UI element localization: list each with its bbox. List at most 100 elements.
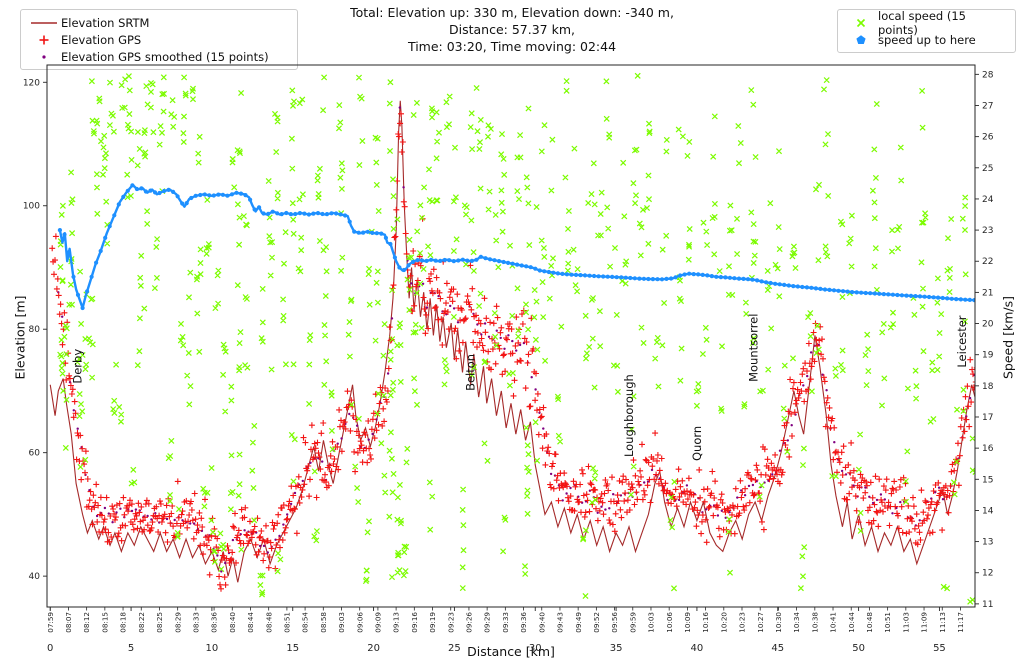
svg-text:08:33: 08:33 bbox=[191, 612, 200, 633]
svg-text:09:09: 09:09 bbox=[374, 612, 383, 633]
x-marker-icon bbox=[844, 17, 878, 29]
x-axis-label: Distance [km] bbox=[467, 644, 555, 659]
legend-label: local speed (15 points) bbox=[878, 8, 966, 37]
chart-title: Total: Elevation up: 330 m, Elevation do… bbox=[300, 4, 724, 55]
svg-text:09:36: 09:36 bbox=[519, 612, 528, 633]
svg-text:09:03: 09:03 bbox=[337, 612, 346, 633]
svg-text:18: 18 bbox=[982, 382, 994, 392]
svg-text:11:03: 11:03 bbox=[901, 612, 910, 633]
svg-text:15: 15 bbox=[286, 643, 299, 654]
svg-text:09:23: 09:23 bbox=[446, 612, 455, 633]
city-label-quorn: Quorn bbox=[690, 426, 704, 461]
svg-text:08:15: 08:15 bbox=[100, 612, 109, 633]
city-annotations: Derby Belton Loughborough Quorn Mountsorrel L… bbox=[71, 314, 969, 461]
svg-text:09:16: 09:16 bbox=[410, 612, 419, 633]
city-label-loughborough: Loughborough bbox=[622, 374, 636, 457]
svg-text:08:07: 08:07 bbox=[64, 612, 73, 633]
svg-text:13: 13 bbox=[982, 538, 993, 548]
title-line-2: Distance: 57.37 km, bbox=[449, 22, 575, 37]
svg-text:25: 25 bbox=[448, 643, 461, 654]
svg-text:07:59: 07:59 bbox=[46, 612, 55, 633]
svg-text:15: 15 bbox=[982, 475, 993, 485]
svg-text:08:22: 08:22 bbox=[137, 612, 146, 633]
svg-text:100: 100 bbox=[23, 202, 40, 212]
svg-text:10:20: 10:20 bbox=[719, 612, 728, 633]
svg-text:17: 17 bbox=[982, 413, 993, 423]
legend-label: speed up to here bbox=[878, 32, 976, 47]
svg-text:55: 55 bbox=[933, 643, 946, 654]
svg-text:28: 28 bbox=[982, 70, 994, 80]
svg-text:10:34: 10:34 bbox=[792, 612, 801, 633]
svg-text:10:23: 10:23 bbox=[738, 612, 747, 633]
svg-text:16: 16 bbox=[982, 444, 994, 454]
svg-text:11:13: 11:13 bbox=[938, 612, 947, 633]
svg-text:10:51: 10:51 bbox=[883, 612, 892, 633]
svg-text:08:54: 08:54 bbox=[301, 612, 310, 633]
legend-item-elevation-gps: Elevation GPS bbox=[27, 31, 289, 48]
svg-text:45: 45 bbox=[771, 643, 784, 654]
city-label-derby: Derby bbox=[71, 349, 85, 384]
title-line-1: Total: Elevation up: 330 m, Elevation do… bbox=[350, 5, 674, 20]
pentagon-marker-icon bbox=[844, 34, 878, 46]
svg-text:09:26: 09:26 bbox=[465, 612, 474, 633]
svg-text:10:16: 10:16 bbox=[701, 612, 710, 633]
city-label-belton: Belton bbox=[464, 354, 478, 391]
svg-text:20: 20 bbox=[367, 643, 380, 654]
svg-text:22: 22 bbox=[982, 257, 993, 267]
svg-text:09:49: 09:49 bbox=[574, 612, 583, 633]
svg-text:10:30: 10:30 bbox=[774, 612, 783, 633]
svg-text:23: 23 bbox=[982, 226, 993, 236]
svg-text:0: 0 bbox=[47, 643, 53, 654]
city-label-mountsorrel: Mountsorrel bbox=[747, 314, 761, 382]
title-line-3: Time: 03:20, Time moving: 02:44 bbox=[407, 39, 617, 54]
svg-text:09:43: 09:43 bbox=[556, 612, 565, 633]
legend-label: Elevation SRTM bbox=[61, 15, 150, 30]
svg-text:09:29: 09:29 bbox=[483, 612, 492, 633]
dot-marker-icon bbox=[27, 51, 61, 63]
svg-text:80: 80 bbox=[29, 325, 41, 335]
svg-text:40: 40 bbox=[29, 572, 41, 582]
svg-text:08:48: 08:48 bbox=[264, 612, 273, 633]
svg-text:26: 26 bbox=[982, 133, 994, 143]
plot-border bbox=[46, 64, 976, 608]
svg-text:10:09: 10:09 bbox=[683, 612, 692, 633]
legend-speed: local speed (15 points) speed up to here bbox=[837, 9, 1016, 53]
svg-text:40: 40 bbox=[691, 643, 704, 654]
svg-text:09:56: 09:56 bbox=[610, 612, 619, 633]
series-layer bbox=[49, 72, 975, 605]
svg-text:10:48: 10:48 bbox=[865, 612, 874, 633]
svg-text:30: 30 bbox=[529, 643, 542, 654]
legend-item-elevation-srtm: Elevation SRTM bbox=[27, 14, 289, 31]
legend-item-speed-up-to-here: speed up to here bbox=[844, 31, 1007, 48]
svg-text:19: 19 bbox=[982, 351, 994, 361]
svg-text:27: 27 bbox=[982, 101, 993, 111]
svg-text:10:44: 10:44 bbox=[847, 612, 856, 633]
city-label-leicester: Leicester bbox=[955, 315, 969, 367]
svg-text:10:03: 10:03 bbox=[647, 612, 656, 633]
legend-item-local-speed: local speed (15 points) bbox=[844, 9, 1007, 37]
svg-text:11:17: 11:17 bbox=[956, 612, 965, 633]
svg-text:11:09: 11:09 bbox=[920, 612, 929, 633]
elevation-gps-points bbox=[49, 110, 975, 592]
svg-text:10:27: 10:27 bbox=[756, 612, 765, 633]
svg-text:10: 10 bbox=[206, 643, 219, 654]
plus-marker-icon bbox=[27, 34, 61, 46]
svg-text:21: 21 bbox=[982, 288, 993, 298]
svg-text:60: 60 bbox=[29, 449, 41, 459]
svg-text:09:52: 09:52 bbox=[592, 612, 601, 633]
svg-text:08:44: 08:44 bbox=[246, 612, 255, 633]
svg-text:35: 35 bbox=[610, 643, 623, 654]
svg-text:08:18: 08:18 bbox=[119, 612, 128, 633]
svg-text:120: 120 bbox=[23, 78, 40, 88]
svg-text:08:36: 08:36 bbox=[210, 612, 219, 633]
srtm-line-icon bbox=[27, 20, 61, 26]
svg-text:08:51: 08:51 bbox=[282, 612, 291, 633]
svg-text:08:12: 08:12 bbox=[82, 612, 91, 633]
svg-text:50: 50 bbox=[852, 643, 865, 654]
svg-text:09:33: 09:33 bbox=[501, 612, 510, 633]
svg-text:14: 14 bbox=[982, 506, 994, 516]
svg-text:09:40: 09:40 bbox=[537, 612, 546, 633]
svg-text:11: 11 bbox=[982, 600, 993, 610]
legend-item-elevation-gps-smoothed: Elevation GPS smoothed (15 points) bbox=[27, 48, 289, 65]
speed-up-to-here-dots bbox=[57, 183, 975, 311]
